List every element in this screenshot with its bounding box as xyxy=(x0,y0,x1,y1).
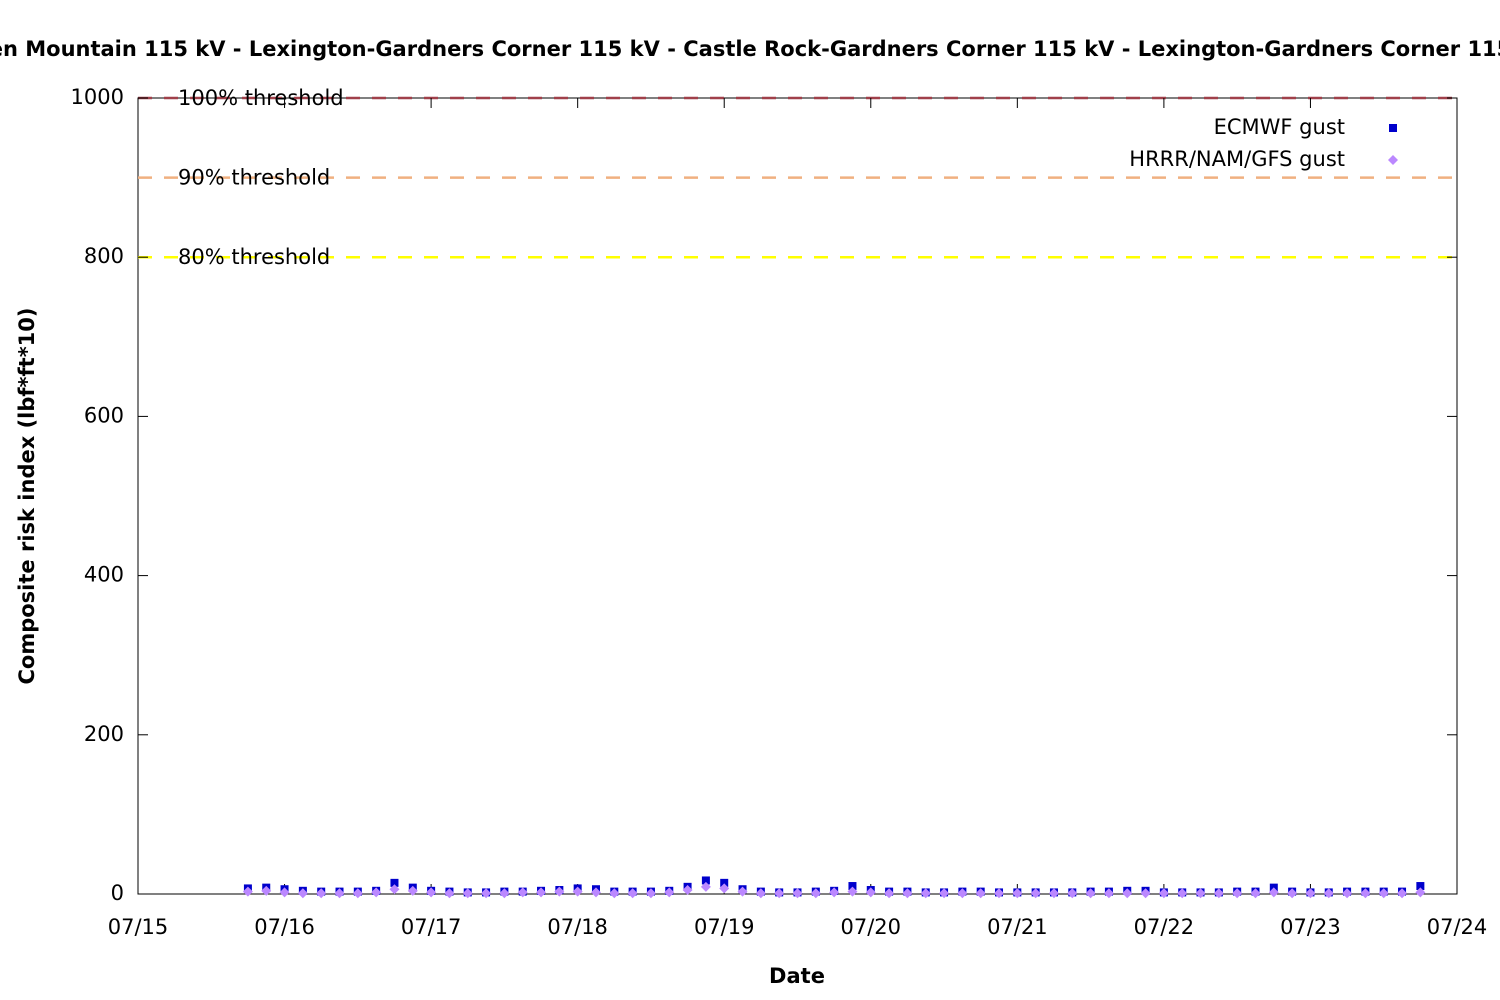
point xyxy=(1305,888,1316,899)
point xyxy=(279,887,290,898)
point xyxy=(792,888,803,899)
x-tick-label: 07/23 xyxy=(1280,915,1341,939)
point xyxy=(1342,888,1353,899)
point xyxy=(1085,888,1096,899)
threshold-label: 90% threshold xyxy=(178,166,330,190)
point xyxy=(297,888,308,899)
point xyxy=(627,888,638,899)
point xyxy=(1030,888,1041,899)
point xyxy=(1415,887,1426,898)
point xyxy=(1213,888,1224,899)
point xyxy=(517,887,528,898)
y-axis-title: Composite risk index (lbf*ft*10) xyxy=(15,307,39,684)
x-axis-title: Date xyxy=(769,964,825,988)
point xyxy=(609,888,620,899)
point xyxy=(1122,888,1133,899)
y-tick-label: 1000 xyxy=(71,85,124,109)
point xyxy=(848,882,857,891)
point xyxy=(1323,888,1334,899)
point xyxy=(242,886,253,897)
y-tick-label: 600 xyxy=(84,403,124,427)
point xyxy=(426,887,437,898)
x-tick-label: 07/22 xyxy=(1134,915,1195,939)
point xyxy=(590,887,601,898)
point xyxy=(1067,888,1078,899)
y-tick-label: 200 xyxy=(84,722,124,746)
point xyxy=(920,888,931,899)
point xyxy=(462,888,473,899)
point xyxy=(1287,888,1298,899)
point xyxy=(810,888,821,899)
point xyxy=(444,888,455,899)
point xyxy=(755,888,766,899)
point xyxy=(1177,888,1188,899)
point xyxy=(499,888,510,899)
point xyxy=(1158,888,1169,899)
point xyxy=(902,888,913,899)
point xyxy=(737,886,748,897)
point xyxy=(536,887,547,898)
point xyxy=(316,888,327,899)
point xyxy=(1232,888,1243,899)
threshold-label: 80% threshold xyxy=(178,245,330,269)
point xyxy=(664,887,675,898)
point xyxy=(645,888,656,899)
point xyxy=(371,887,382,898)
x-tick-label: 07/18 xyxy=(547,915,608,939)
point xyxy=(1397,888,1408,899)
y-tick-label: 0 xyxy=(111,881,124,905)
point xyxy=(720,878,729,887)
point xyxy=(719,883,730,894)
legend-label: HRRR/NAM/GFS gust xyxy=(1129,147,1345,171)
point xyxy=(554,886,565,897)
point xyxy=(1012,888,1023,899)
plot-frame xyxy=(137,97,1458,895)
y-tick-label: 400 xyxy=(84,563,124,587)
point xyxy=(1048,888,1059,899)
point xyxy=(829,887,840,898)
point xyxy=(1360,888,1371,899)
point xyxy=(957,888,968,899)
x-tick-label: 07/19 xyxy=(694,915,755,939)
point xyxy=(1268,887,1279,898)
point xyxy=(1140,888,1151,899)
chart-title: en Mountain 115 kV - Lexington-Gardners … xyxy=(0,37,1500,61)
point xyxy=(701,876,710,885)
y-tick-label: 800 xyxy=(84,244,124,268)
point xyxy=(1250,888,1261,899)
point xyxy=(1416,882,1425,891)
point xyxy=(261,885,272,896)
x-tick-label: 07/21 xyxy=(987,915,1048,939)
point xyxy=(774,888,785,899)
point xyxy=(572,886,583,897)
point xyxy=(390,878,399,887)
point xyxy=(1195,888,1206,899)
point xyxy=(352,888,363,899)
point xyxy=(1378,888,1389,899)
legend-label: ECMWF gust xyxy=(1214,115,1345,139)
threshold-label: 100% threshold xyxy=(178,86,344,110)
point xyxy=(1388,155,1398,165)
point xyxy=(389,884,400,895)
point xyxy=(847,886,858,897)
point xyxy=(1103,888,1114,899)
x-tick-label: 07/15 xyxy=(108,915,169,939)
point xyxy=(1389,124,1397,132)
point xyxy=(700,881,711,892)
point xyxy=(994,888,1005,899)
point xyxy=(682,885,693,896)
x-tick-label: 07/20 xyxy=(841,915,902,939)
point xyxy=(939,888,950,899)
x-tick-label: 07/17 xyxy=(401,915,462,939)
point xyxy=(407,885,418,896)
point xyxy=(334,888,345,899)
point xyxy=(975,888,986,899)
x-tick-label: 07/16 xyxy=(254,915,315,939)
point xyxy=(865,887,876,898)
point xyxy=(884,888,895,899)
point xyxy=(481,888,492,899)
x-tick-label: 07/24 xyxy=(1427,915,1488,939)
